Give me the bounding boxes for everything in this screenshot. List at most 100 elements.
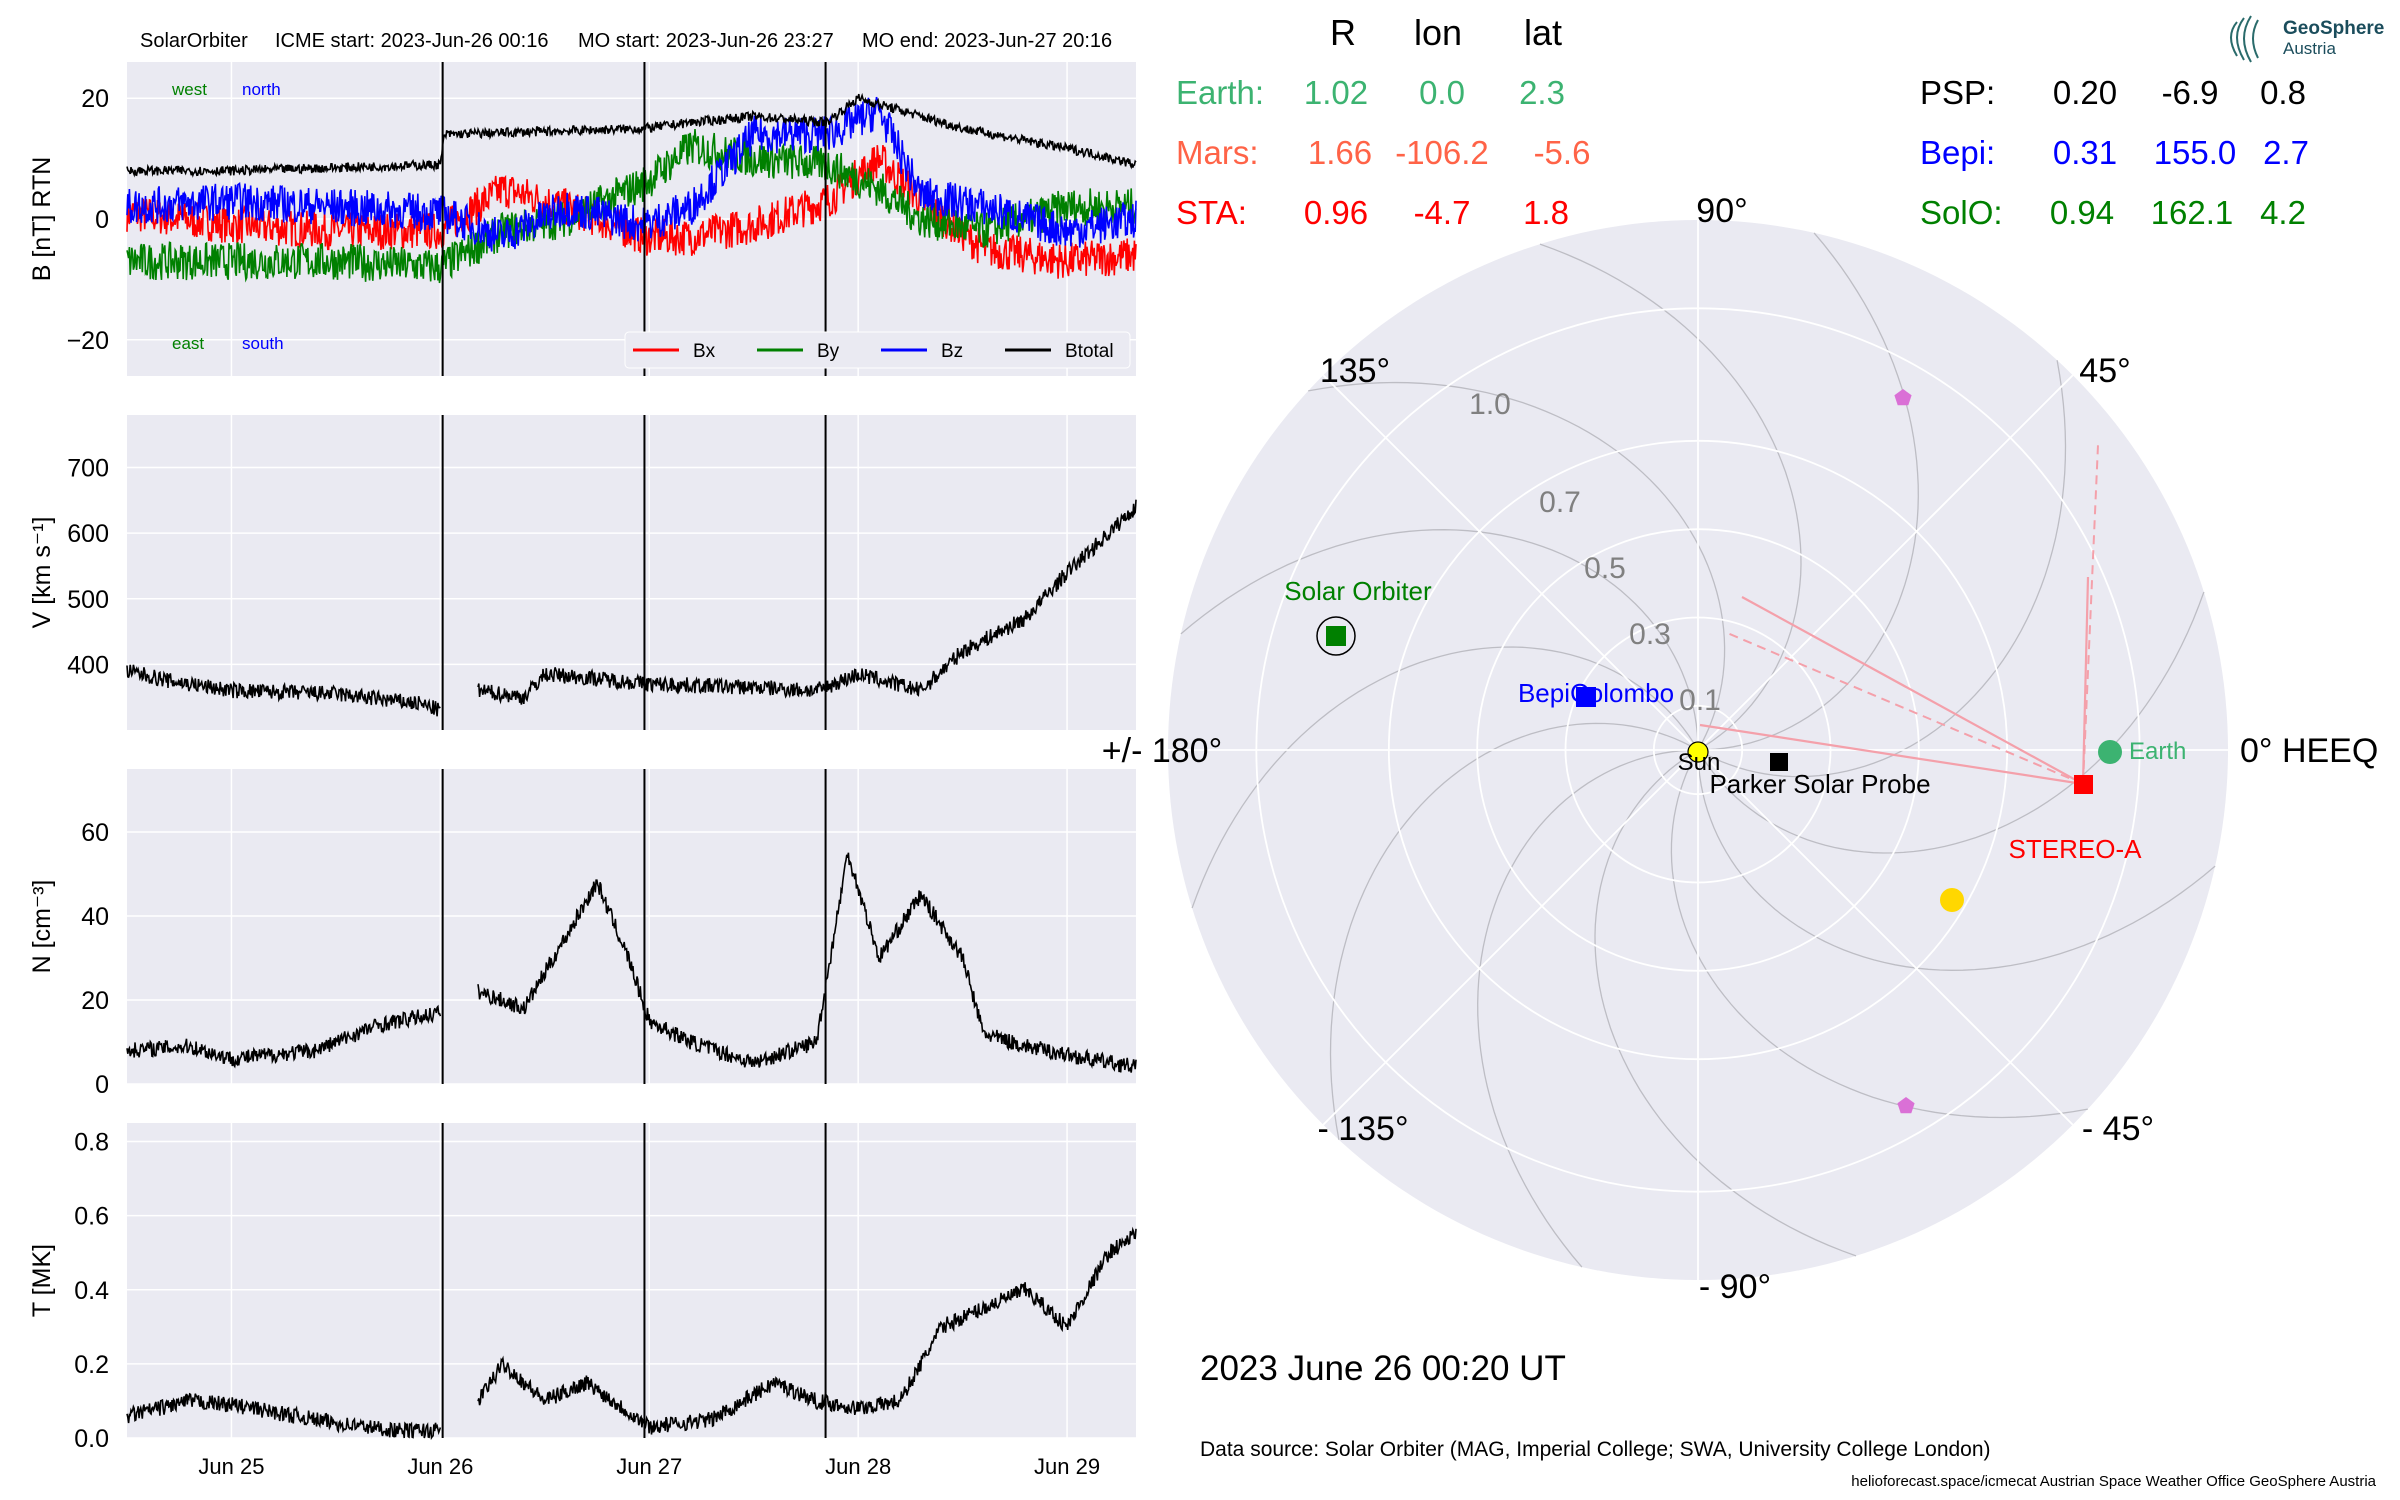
polar-position-plot: 0.10.30.50.7 1.0 0° HEEQ 45° 90° 135° +/- 180°… (1102, 192, 2379, 1306)
timestamp: 2023 June 26 00:20 UT (1200, 1349, 1566, 1388)
annotation-west: west (171, 80, 207, 99)
legend-label: Btotal (1065, 341, 1114, 362)
header-icme-start: ICME start: 2023-Jun-26 00:16 (275, 30, 548, 52)
annotation-north: north (242, 80, 281, 99)
y-tick-label: 0 (95, 1071, 109, 1099)
solo-marker (1326, 626, 1346, 646)
series-line (126, 1004, 442, 1069)
yellow-planet-marker (1940, 888, 1964, 912)
header-mo-start: MO start: 2023-Jun-26 23:27 (578, 30, 834, 52)
table-header-lat: lat (1524, 12, 1562, 53)
legend-label: Bx (693, 341, 716, 362)
angle-tick-label: 45° (2079, 352, 2130, 390)
row-earth-lon: 0.0 (1419, 74, 1465, 111)
geosphere-logo: GeoSphere Austria (2230, 15, 2384, 63)
row-sta-name: STA: (1176, 194, 1247, 231)
row-psp-R: 0.20 (2053, 74, 2117, 111)
radius-tick-label: 0.1 (1679, 684, 1721, 717)
velocity-panel: 400 500 600 700 V [km s⁻¹] (28, 415, 1137, 730)
stereo-a-marker (2074, 775, 2093, 794)
fov-line-dashed (1724, 631, 2084, 785)
panel-background (127, 769, 1136, 1084)
series-line (477, 1226, 1137, 1435)
row-solo-R: 0.94 (2050, 194, 2114, 231)
y-tick-label: 0.6 (74, 1203, 109, 1231)
logo-line2: Austria (2283, 39, 2336, 58)
y-tick-label: 20 (81, 85, 109, 113)
row-mars-lat: -5.6 (1534, 134, 1591, 171)
y-tick-label: 0.0 (74, 1425, 109, 1453)
row-earth-R: 1.02 (1304, 74, 1368, 111)
angle-tick-label: - 135° (1317, 1110, 1408, 1148)
series-line-by (126, 128, 1137, 284)
y-tick-label: 0.4 (74, 1277, 109, 1305)
annotation-south: south (242, 334, 284, 353)
x-tick-label: Jun 27 (616, 1454, 682, 1479)
row-bepi-name: Bepi: (1920, 134, 1995, 171)
legend-label: By (817, 341, 840, 362)
fov-line (1699, 723, 2084, 786)
row-solo-name: SolO: (1920, 194, 2003, 231)
row-mars-R: 1.66 (1308, 134, 1372, 171)
y-axis-label: V [km s⁻¹] (28, 517, 56, 629)
series-line (126, 1392, 442, 1441)
y-axis-label: T [MK] (28, 1244, 56, 1317)
series-line-btotal (126, 92, 1137, 178)
row-mars-lon: -106.2 (1395, 134, 1489, 171)
row-sta-lon: -4.7 (1414, 194, 1471, 231)
logo-line1: GeoSphere (2283, 18, 2384, 39)
row-bepi-lon: 155.0 (2154, 134, 2237, 171)
solo-label: Solar Orbiter (1284, 576, 1432, 606)
angular-gridline (1322, 374, 1699, 751)
fov-line (2081, 576, 2090, 785)
y-tick-label: 0.2 (74, 1351, 109, 1379)
radius-tick-label: 0.5 (1584, 552, 1626, 585)
footer-credits: helioforecast.space/icmecat Austrian Spa… (1851, 1473, 2376, 1490)
angle-tick-label: 135° (1320, 352, 1390, 390)
psp-marker (1770, 753, 1788, 771)
y-tick-label: 700 (67, 455, 109, 483)
x-tick-label: Jun 26 (407, 1454, 473, 1479)
header-spacecraft: SolarOrbiter (140, 30, 248, 52)
radius-tick-label: 1.0 (1469, 388, 1511, 421)
positions-table: R lon lat Earth: 1.02 0.0 2.3 Mars: 1.66… (1176, 12, 2309, 231)
angle-tick-label: +/- 180° (1102, 732, 1222, 770)
angle-tick-label: - 90° (1699, 1268, 1771, 1306)
row-psp-lon: -6.9 (2162, 74, 2219, 111)
radius-tick-label: 0.7 (1539, 486, 1581, 519)
row-earth-name: Earth: (1176, 74, 1264, 111)
y-tick-label: 500 (67, 586, 109, 614)
y-tick-label: 60 (81, 819, 109, 847)
row-psp-lat: 0.8 (2260, 74, 2306, 111)
solo-ring (1316, 616, 1356, 656)
row-bepi-lat: 2.7 (2263, 134, 2309, 171)
series-line (477, 852, 1137, 1073)
pentagon-marker (1894, 389, 1912, 406)
angular-gridline (1697, 374, 2074, 751)
x-tick-label: Jun 25 (198, 1454, 264, 1479)
logo-swirl-icon (2230, 15, 2259, 63)
annotation-east: east (172, 334, 204, 353)
temperature-panel: 0.0 0.2 0.4 0.6 0.8 T [MK] Jun 25 Jun 26 Jun 27 J… (28, 1123, 1137, 1479)
angle-tick-label: - 45° (2082, 1110, 2154, 1148)
density-panel: 0 20 40 60 N [cm⁻³] (28, 769, 1137, 1099)
legend-label: Bz (941, 341, 963, 362)
row-mars-name: Mars: (1176, 134, 1259, 171)
row-sta-R: 0.96 (1304, 194, 1368, 231)
x-tick-label: Jun 28 (825, 1454, 891, 1479)
y-tick-label: −20 (67, 327, 109, 355)
earth-label: Earth (2129, 738, 2186, 765)
data-source: Data source: Solar Orbiter (MAG, Imperia… (1200, 1438, 1991, 1461)
row-solo-lat: 4.2 (2260, 194, 2306, 231)
psp-label: Parker Solar Probe (1709, 769, 1930, 799)
table-header-R: R (1330, 12, 1356, 53)
earth-marker (2098, 740, 2122, 764)
magnetic-field-panel: −20 0 20 B [nT] RTN west north east south Bx By Bz… (28, 62, 1137, 376)
row-earth-lat: 2.3 (1519, 74, 1565, 111)
header-mo-end: MO end: 2023-Jun-27 20:16 (862, 30, 1112, 52)
fov-line-dashed (2082, 444, 2099, 785)
y-tick-label: 20 (81, 987, 109, 1015)
radius-tick-label: 0.3 (1629, 618, 1671, 651)
sun-marker (1687, 741, 1709, 763)
